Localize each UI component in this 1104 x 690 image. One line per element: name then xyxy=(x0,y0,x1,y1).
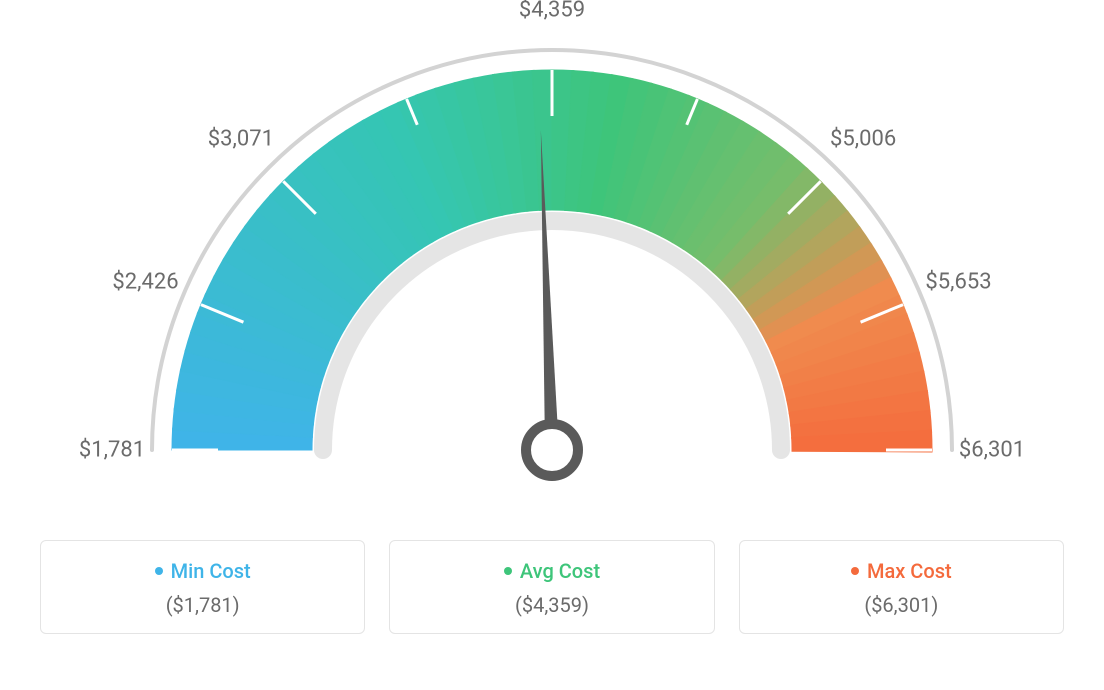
avg-cost-label: Avg Cost xyxy=(520,559,600,583)
min-cost-card: Min Cost ($1,781) xyxy=(40,540,365,634)
max-cost-value: ($6,301) xyxy=(750,593,1053,617)
min-cost-title: Min Cost xyxy=(155,559,251,583)
max-cost-title: Max Cost xyxy=(851,559,952,583)
max-cost-label: Max Cost xyxy=(867,559,952,583)
gauge-tick-label: $5,653 xyxy=(925,269,991,294)
dot-icon xyxy=(155,567,163,575)
avg-cost-title: Avg Cost xyxy=(504,559,600,583)
dot-icon xyxy=(504,567,512,575)
gauge-tick-label: $5,006 xyxy=(830,126,896,151)
gauge-chart: $1,781$2,426$3,071$4,359$5,006$5,653$6,3… xyxy=(22,20,1082,510)
min-cost-label: Min Cost xyxy=(171,559,251,583)
gauge-tick-label: $3,071 xyxy=(208,126,274,151)
gauge-svg xyxy=(22,20,1082,510)
gauge-tick-label: $6,301 xyxy=(959,438,1025,463)
gauge-tick-label: $2,426 xyxy=(112,269,178,294)
min-cost-value: ($1,781) xyxy=(51,593,354,617)
max-cost-card: Max Cost ($6,301) xyxy=(739,540,1064,634)
cost-cards: Min Cost ($1,781) Avg Cost ($4,359) Max … xyxy=(20,540,1084,634)
dot-icon xyxy=(851,567,859,575)
avg-cost-card: Avg Cost ($4,359) xyxy=(389,540,714,634)
avg-cost-value: ($4,359) xyxy=(400,593,703,617)
gauge-tick-label: $4,359 xyxy=(519,0,585,23)
gauge-tick-label: $1,781 xyxy=(79,438,145,463)
